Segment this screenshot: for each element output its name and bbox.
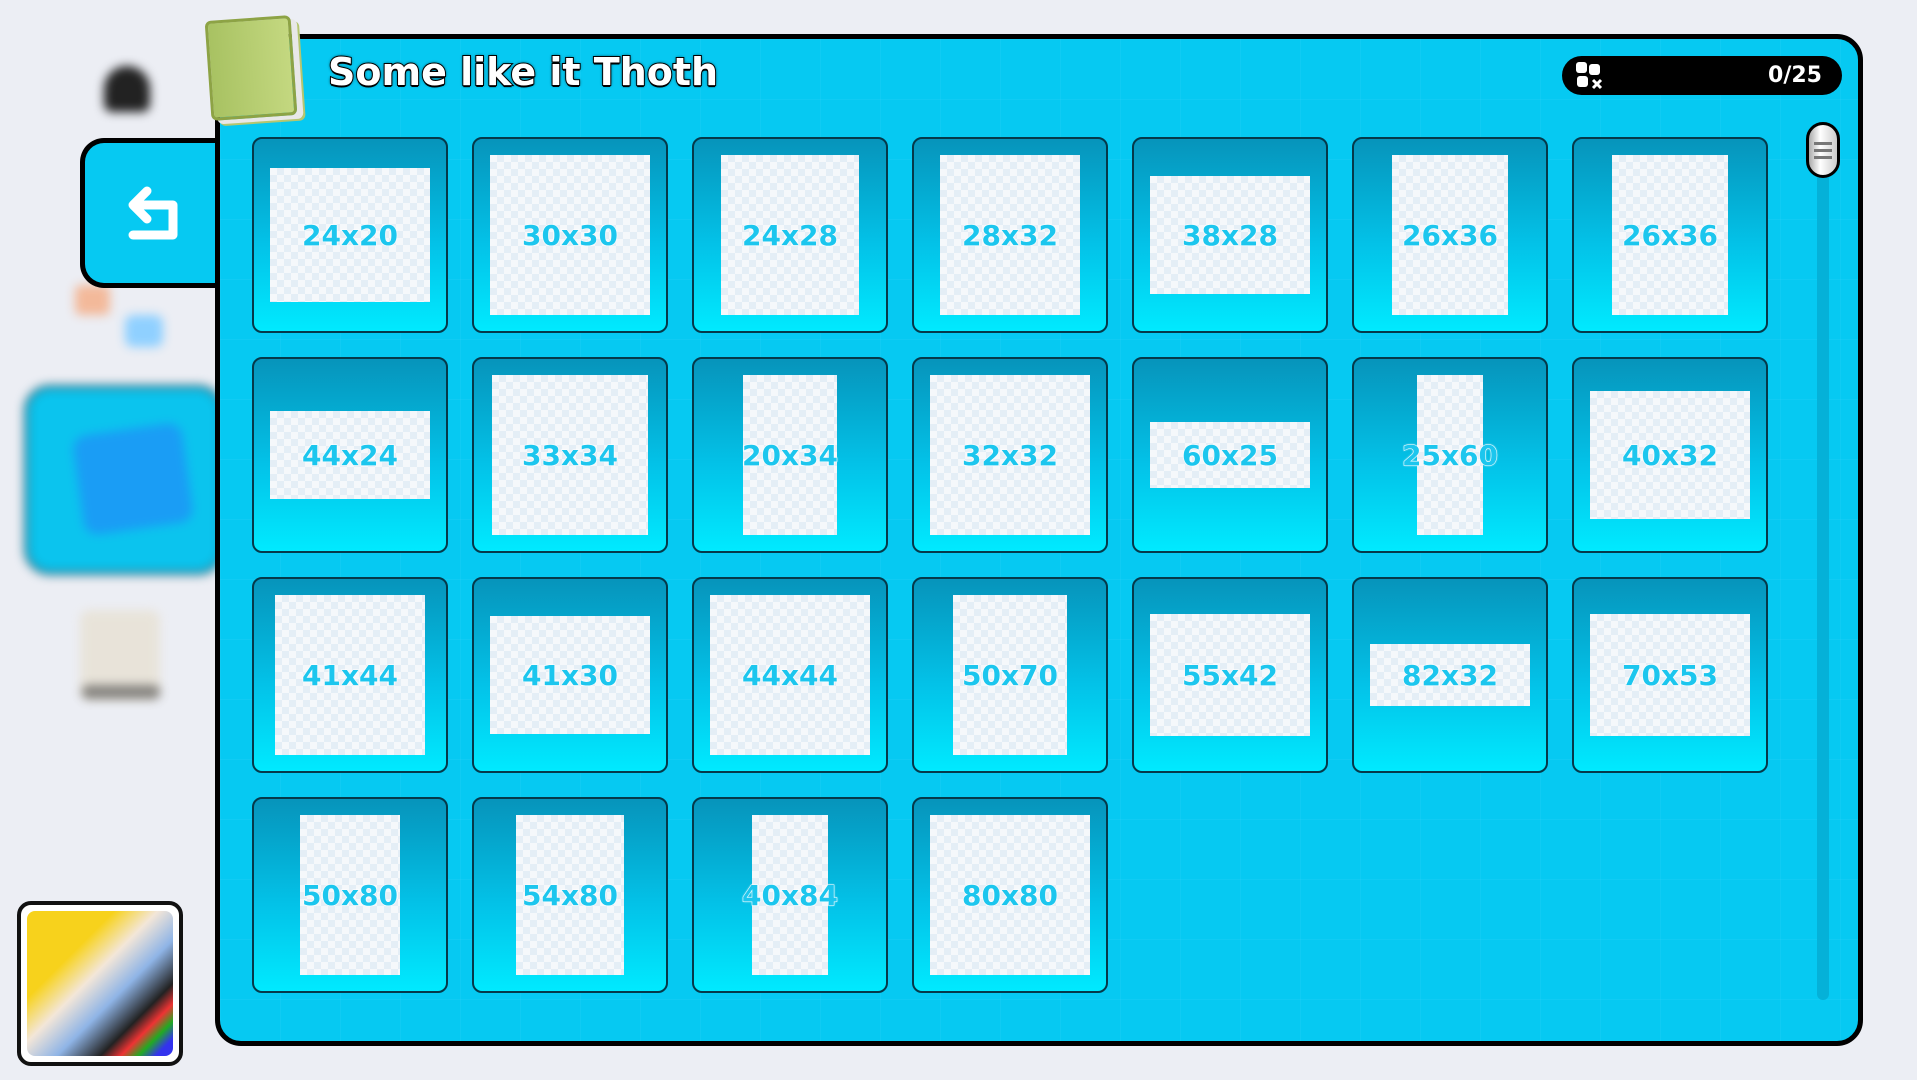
puzzle-preview <box>490 616 650 734</box>
puzzle-size-label: 40x32 <box>1622 438 1719 472</box>
page-title: Some like it Thoth <box>327 49 719 95</box>
puzzle-size-label: 54x80 <box>522 878 619 912</box>
puzzle-tile[interactable]: 28x32 <box>912 137 1108 333</box>
puzzle-preview <box>1150 613 1310 737</box>
puzzle-tile[interactable]: 80x80 <box>912 797 1108 993</box>
puzzle-tile[interactable]: 55x42 <box>1132 577 1328 773</box>
puzzle-preview <box>952 595 1068 755</box>
puzzle-preview <box>1392 155 1508 315</box>
puzzle-preview <box>300 815 400 975</box>
puzzle-size-label: 24x28 <box>742 218 839 252</box>
puzzle-tile[interactable]: 41x30 <box>472 577 668 773</box>
puzzle-preview <box>270 168 430 302</box>
puzzle-preview <box>516 815 624 975</box>
progress-counter: 0/25 <box>1562 56 1842 95</box>
puzzle-preview <box>490 155 650 315</box>
puzzle-tile[interactable]: 26x36 <box>1352 137 1548 333</box>
puzzle-tile[interactable]: 24x28 <box>692 137 888 333</box>
puzzle-tile[interactable]: 50x70 <box>912 577 1108 773</box>
puzzle-size-label: 44x44 <box>742 658 839 692</box>
puzzle-size-label: 50x70 <box>962 658 1059 692</box>
puzzle-tile[interactable]: 44x44 <box>692 577 888 773</box>
back-button[interactable] <box>80 138 225 288</box>
puzzle-size-label: 26x36 <box>1622 218 1719 252</box>
puzzle-tile[interactable]: 33x34 <box>472 357 668 553</box>
puzzle-size-label: 28x32 <box>962 218 1059 252</box>
puzzle-tile[interactable]: 40x84 <box>692 797 888 993</box>
puzzle-size-label: 41x44 <box>302 658 399 692</box>
return-arrow-icon <box>128 186 178 240</box>
counter-value: 0/25 <box>1768 63 1822 88</box>
puzzle-preview <box>1150 421 1310 489</box>
puzzle-tile[interactable]: 24x20 <box>252 137 448 333</box>
puzzle-preview <box>940 155 1080 315</box>
puzzle-size-label: 60x25 <box>1182 438 1279 472</box>
puzzle-tile[interactable]: 70x53 <box>1572 577 1768 773</box>
puzzle-size-label: 33x34 <box>522 438 619 472</box>
puzzle-preview <box>275 595 425 755</box>
puzzle-size-label: 44x24 <box>302 438 399 472</box>
puzzle-preview <box>1370 643 1530 707</box>
puzzle-size-label: 41x30 <box>522 658 619 692</box>
sidebar-icon-group <box>75 280 165 360</box>
puzzle-size-label: 40x84 <box>742 878 839 912</box>
sidebar-item-label <box>82 685 160 699</box>
puzzle-preview <box>1612 155 1728 315</box>
home-icon[interactable] <box>104 66 150 112</box>
puzzle-tile[interactable]: 20x34 <box>692 357 888 553</box>
puzzle-size-label: 30x30 <box>522 218 619 252</box>
puzzle-tile[interactable]: 82x32 <box>1352 577 1548 773</box>
puzzle-size-label: 38x28 <box>1182 218 1279 252</box>
puzzle-size-label: 50x80 <box>302 878 399 912</box>
puzzle-size-label: 24x20 <box>302 218 399 252</box>
sidebar-selected-item[interactable] <box>24 385 224 575</box>
puzzle-size-label: 26x36 <box>1402 218 1499 252</box>
puzzle-tile[interactable]: 40x32 <box>1572 357 1768 553</box>
puzzle-size-label: 82x32 <box>1402 658 1499 692</box>
puzzle-tile[interactable]: 44x24 <box>252 357 448 553</box>
puzzle-tile[interactable]: 38x28 <box>1132 137 1328 333</box>
puzzle-tile[interactable]: 25x60 <box>1352 357 1548 553</box>
puzzle-size-label: 70x53 <box>1622 658 1719 692</box>
puzzle-tile[interactable]: 41x44 <box>252 577 448 773</box>
puzzle-tile[interactable]: 26x36 <box>1572 137 1768 333</box>
scrollbar-thumb[interactable] <box>1806 122 1840 178</box>
puzzle-preview <box>1590 614 1750 736</box>
scrollbar-track[interactable] <box>1817 150 1829 1000</box>
puzzle-tile[interactable]: 60x25 <box>1132 357 1328 553</box>
puzzle-preview <box>1590 391 1750 519</box>
avatar[interactable] <box>17 901 183 1066</box>
puzzle-size-label: 20x34 <box>742 438 839 472</box>
puzzle-preview <box>742 375 838 535</box>
puzzle-preview <box>492 375 648 535</box>
puzzle-preview <box>270 411 430 499</box>
puzzle-preview <box>930 375 1090 535</box>
puzzle-tile[interactable]: 32x32 <box>912 357 1108 553</box>
book-icon <box>204 15 298 121</box>
puzzle-tile[interactable]: 30x30 <box>472 137 668 333</box>
puzzle-tile[interactable]: 50x80 <box>252 797 448 993</box>
puzzle-preview <box>930 815 1090 975</box>
puzzle-preview <box>1150 176 1310 294</box>
puzzle-size-label: 55x42 <box>1182 658 1279 692</box>
puzzle-size-label: 25x60 <box>1402 438 1499 472</box>
puzzle-preview <box>1416 375 1484 535</box>
puzzle-pieces-icon <box>1576 61 1603 89</box>
puzzle-preview <box>721 155 859 315</box>
puzzle-size-label: 80x80 <box>962 878 1059 912</box>
puzzle-size-label: 32x32 <box>962 438 1059 472</box>
puzzle-tile[interactable]: 54x80 <box>472 797 668 993</box>
puzzle-preview <box>710 595 870 755</box>
puzzle-preview <box>751 815 829 975</box>
